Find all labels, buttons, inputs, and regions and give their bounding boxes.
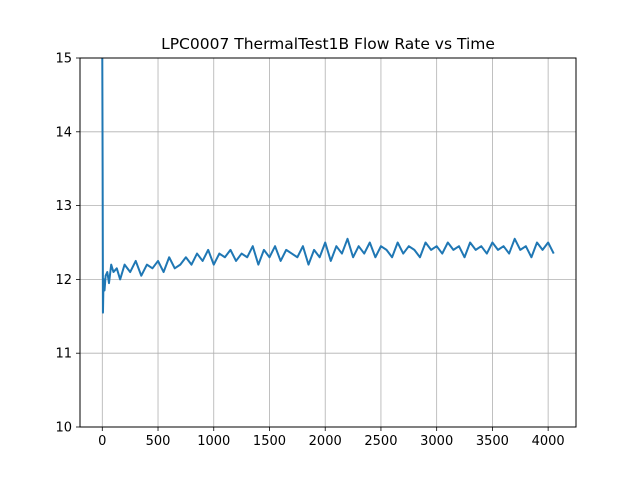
x-tick-label: 4000	[532, 434, 565, 449]
plot-frame	[79, 57, 577, 428]
x-tick-label: 2500	[364, 434, 397, 449]
series-line	[101, 57, 555, 314]
y-tick-label: 14	[55, 125, 72, 140]
y-tick-label: 11	[55, 347, 72, 362]
y-tick-label: 13	[55, 199, 72, 214]
x-tick-label: 500	[146, 434, 171, 449]
x-tick-label: 0	[98, 434, 106, 449]
chart-title: LPC0007 ThermalTest1B Flow Rate vs Time	[161, 35, 495, 53]
x-tick-label: 2000	[309, 434, 342, 449]
series-layer	[101, 57, 555, 314]
y-tick-label: 10	[55, 421, 72, 436]
axis-ticks: 0 500 1000 1500 2000 2500 3000 3500 4000 10 11 12 13…	[55, 52, 564, 450]
x-tick-label: 1000	[197, 434, 230, 449]
x-tick-label: 3000	[420, 434, 453, 449]
x-tick-label: 3500	[476, 434, 509, 449]
y-tick-label: 12	[55, 273, 72, 288]
x-tick-label: 1500	[253, 434, 286, 449]
y-tick-label: 15	[55, 52, 72, 67]
